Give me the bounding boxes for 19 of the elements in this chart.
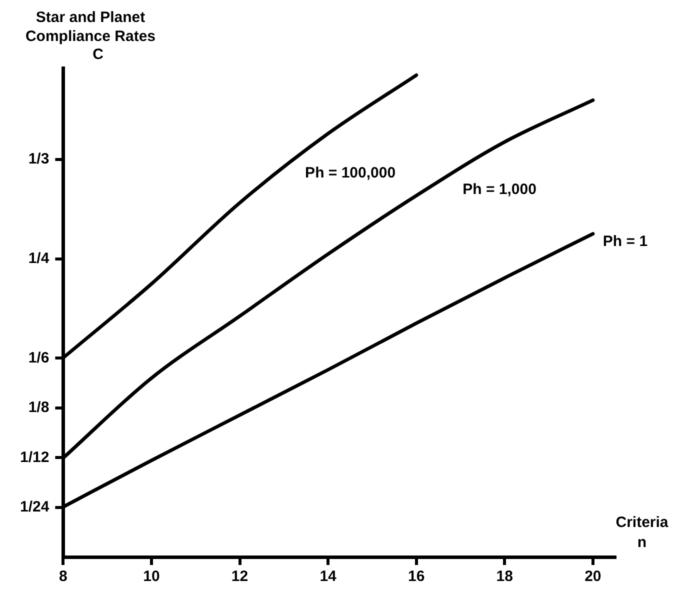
x-tick-label: 18 <box>496 568 513 586</box>
y-axis-title: C <box>92 46 104 63</box>
y-tick-label: 1/8 <box>28 399 50 416</box>
series-label: Ph = 1 <box>602 232 648 250</box>
series-label: Ph = 1,000 <box>462 181 536 198</box>
y-tick-label: 1/3 <box>28 150 50 168</box>
x-axis-title: Criteria n <box>614 513 670 553</box>
x-tick-label: 14 <box>320 568 338 586</box>
x-tick-label: 8 <box>59 568 68 586</box>
chart-title: Star and Planet Compliance Rates <box>24 8 157 46</box>
y-tick-label: 1/24 <box>20 498 50 516</box>
y-tick-label: 1/12 <box>20 448 50 466</box>
x-tick-label: 12 <box>231 568 248 586</box>
x-tick-label: 20 <box>584 568 602 586</box>
y-tick-label: 1/6 <box>28 349 50 366</box>
y-tick-label: 1/4 <box>28 250 50 267</box>
x-tick-label: 10 <box>143 568 160 586</box>
x-tick-label: 16 <box>408 568 425 586</box>
series-label: Ph = 100,000 <box>305 164 396 182</box>
